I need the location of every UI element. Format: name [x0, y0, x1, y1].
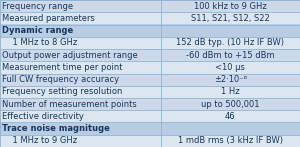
Bar — [0, 135, 160, 147]
Text: Frequency range: Frequency range — [2, 2, 74, 11]
Text: Number of measurement points: Number of measurement points — [2, 100, 137, 109]
Text: 100 kHz to 9 GHz: 100 kHz to 9 GHz — [194, 2, 267, 11]
Text: up to 500,001: up to 500,001 — [201, 100, 260, 109]
Bar — [0, 122, 160, 135]
Bar — [0, 12, 160, 25]
Bar — [0, 74, 160, 86]
Bar — [0, 98, 160, 110]
Bar — [0, 61, 160, 74]
Bar — [160, 25, 300, 37]
Bar — [160, 37, 300, 49]
Bar — [0, 49, 160, 61]
Bar — [0, 110, 160, 122]
Bar — [160, 49, 300, 61]
Text: Full CW frequency accuracy: Full CW frequency accuracy — [2, 75, 119, 84]
Bar — [0, 25, 160, 37]
Text: 46: 46 — [225, 112, 236, 121]
Bar — [160, 110, 300, 122]
Text: S11, S21, S12, S22: S11, S21, S12, S22 — [191, 14, 270, 23]
Text: 1 MHz to 8 GHz: 1 MHz to 8 GHz — [2, 38, 78, 47]
Text: ±2·10⁻⁶: ±2·10⁻⁶ — [214, 75, 247, 84]
Text: Effective directivity: Effective directivity — [2, 112, 84, 121]
Text: 1 Hz: 1 Hz — [221, 87, 240, 96]
Text: <10 μs: <10 μs — [215, 63, 245, 72]
Text: Frequency setting resolution: Frequency setting resolution — [2, 87, 123, 96]
Bar — [160, 0, 300, 12]
Text: 1 mdB rms (3 kHz IF BW): 1 mdB rms (3 kHz IF BW) — [178, 136, 283, 145]
Bar — [160, 74, 300, 86]
Bar — [0, 0, 160, 12]
Bar — [0, 86, 160, 98]
Bar — [160, 122, 300, 135]
Bar — [160, 12, 300, 25]
Text: Measurement time per point: Measurement time per point — [2, 63, 123, 72]
Bar — [160, 86, 300, 98]
Text: Trace noise magnituge: Trace noise magnituge — [2, 124, 110, 133]
Text: -60 dBm to +15 dBm: -60 dBm to +15 dBm — [186, 51, 274, 60]
Text: Dynamic range: Dynamic range — [2, 26, 74, 35]
Bar — [160, 98, 300, 110]
Text: 1 MHz to 9 GHz: 1 MHz to 9 GHz — [2, 136, 77, 145]
Text: 152 dB typ. (10 Hz IF BW): 152 dB typ. (10 Hz IF BW) — [176, 38, 284, 47]
Bar — [160, 61, 300, 74]
Bar — [160, 135, 300, 147]
Text: Output power adjustment range: Output power adjustment range — [2, 51, 138, 60]
Bar — [0, 37, 160, 49]
Text: Measured parameters: Measured parameters — [2, 14, 95, 23]
